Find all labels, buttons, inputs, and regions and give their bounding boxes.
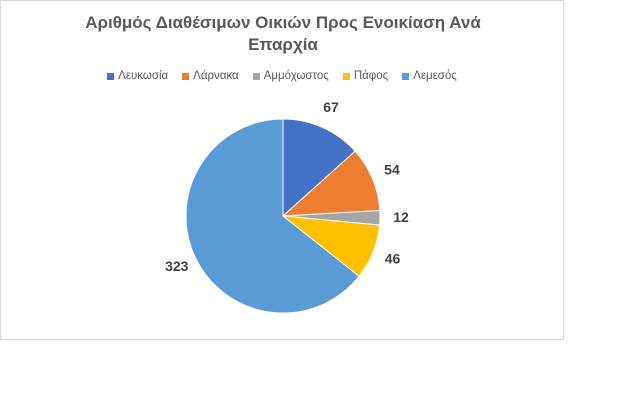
data-label: 46 [385,251,401,267]
data-label: 323 [165,258,189,274]
legend-item: Αμμόχωστος [252,70,329,82]
legend-swatch [182,72,190,80]
legend-item: Λευκωσία [107,70,168,82]
legend-label: Λάρνακα [193,70,239,82]
legend-label: Πάφος [353,70,389,82]
data-label: 67 [323,99,339,115]
chart-frame [0,0,564,340]
legend: Λευκωσία Λάρνακα Αμμόχωστος Πάφος Λεμεσός [0,70,564,82]
chart-title: Αριθμός Διαθέσιμων Οικιών Προς Ενοικίαση… [85,13,481,54]
legend-item: Λάρνακα [182,70,239,82]
legend-label: Λευκωσία [118,70,169,82]
data-label: 54 [384,161,400,177]
pie-slice [185,118,360,314]
legend-swatch [107,72,115,80]
legend-swatch [402,72,410,80]
data-label: 12 [393,209,409,225]
legend-label: Αμμόχωστος [263,70,329,82]
legend-item: Πάφος [342,70,389,82]
legend-item: Λεμεσός [402,70,457,82]
legend-swatch [342,72,350,80]
pie-slice [282,118,356,218]
chart: 67 54 12 46 323 [165,99,409,314]
legend-swatch [252,72,260,80]
legend-label: Λεμεσός [413,70,457,82]
